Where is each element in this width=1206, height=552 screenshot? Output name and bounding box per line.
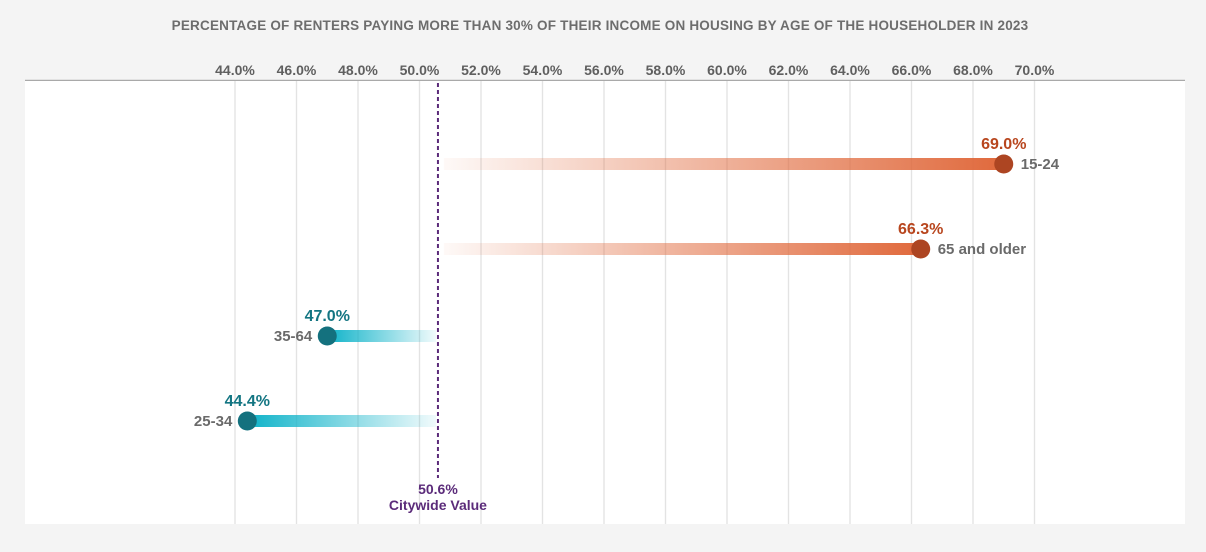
value-label: 66.3% xyxy=(898,221,943,238)
series-layer: 69.0% 15-24 66.3% 65 and older 47.0% 35-64 44.… xyxy=(194,136,1060,431)
value-label: 69.0% xyxy=(981,136,1026,153)
x-tick-label: 54.0% xyxy=(523,62,563,78)
series-row-35-64: 47.0% 35-64 xyxy=(274,308,436,346)
category-label: 35-64 xyxy=(274,328,313,345)
category-label: 25-34 xyxy=(194,413,233,430)
gridlines xyxy=(234,81,1036,524)
x-tick-label: 50.0% xyxy=(400,62,440,78)
category-label: 15-24 xyxy=(1021,156,1060,173)
series-row-15-24: 69.0% 15-24 xyxy=(443,136,1060,174)
range-bar xyxy=(443,243,921,255)
value-label: 44.4% xyxy=(225,393,270,410)
range-bar xyxy=(247,415,436,427)
x-tick-label: 44.0% xyxy=(215,62,255,78)
reference-line-group: 50.6%Citywide Value xyxy=(389,83,487,513)
plot-area xyxy=(25,81,1185,524)
x-tick-label: 62.0% xyxy=(769,62,809,78)
x-tick-label: 52.0% xyxy=(461,62,501,78)
x-tick-label: 64.0% xyxy=(830,62,870,78)
citywide-caption: Citywide Value xyxy=(389,497,487,513)
x-tick-label: 58.0% xyxy=(646,62,686,78)
category-label: 65 and older xyxy=(938,241,1027,258)
value-dot xyxy=(911,239,931,259)
range-bar xyxy=(327,330,436,342)
x-axis-ticks: 44.0% 46.0% 48.0% 50.0% 52.0% 54.0% 56.0% 58.0%… xyxy=(215,62,1055,78)
x-tick-label: 66.0% xyxy=(892,62,932,78)
x-tick-label: 48.0% xyxy=(338,62,378,78)
x-tick-label: 56.0% xyxy=(584,62,624,78)
series-row-65-and-older: 66.3% 65 and older xyxy=(443,221,1027,259)
value-label: 47.0% xyxy=(305,308,350,325)
citywide-value-label: 50.6% xyxy=(418,481,458,497)
value-dot xyxy=(317,326,337,346)
x-tick-label: 70.0% xyxy=(1015,62,1055,78)
x-tick-label: 46.0% xyxy=(277,62,317,78)
series-row-25-34: 44.4% 25-34 xyxy=(194,393,436,431)
x-tick-label: 68.0% xyxy=(953,62,993,78)
value-dot xyxy=(237,411,257,431)
x-tick-label: 60.0% xyxy=(707,62,747,78)
chart-title: PERCENTAGE OF RENTERS PAYING MORE THAN 3… xyxy=(172,18,1029,33)
range-bar xyxy=(443,158,1004,170)
value-dot xyxy=(994,154,1014,174)
